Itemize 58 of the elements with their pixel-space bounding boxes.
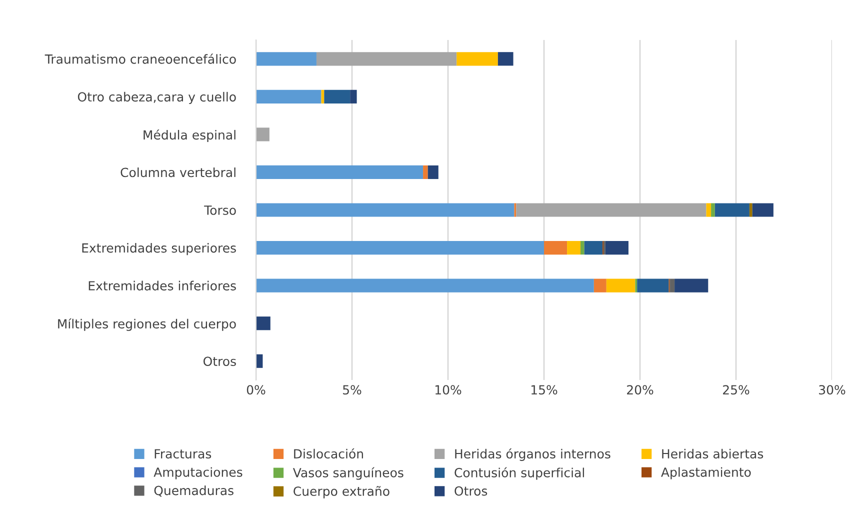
y-tick-label: Traumatismo craneoencefálico [44, 54, 236, 64]
y-tick-label: Extremidades superiores [82, 243, 236, 256]
bar [714, 203, 750, 217]
bar [498, 52, 514, 66]
x-tick-label: 25% [723, 385, 750, 395]
bar [256, 52, 316, 66]
legend-label: Heridas órganos internos [455, 448, 610, 461]
bar [594, 278, 606, 292]
bar [749, 203, 752, 217]
bar [584, 240, 603, 255]
x-tick-label: 0% [246, 385, 266, 395]
bar [706, 203, 712, 217]
bar [256, 90, 322, 104]
legend-label: Cuerpo extraño [294, 486, 390, 498]
legend-label: Aplastamiento [661, 467, 751, 480]
y-tick-label: Otro cabeza,cara y cuello [78, 92, 236, 104]
x-tick-label: 5% [343, 385, 362, 395]
x-tick-label: 15% [531, 385, 558, 395]
legend-label: Fracturas [154, 449, 212, 459]
bar [256, 316, 270, 330]
bar [316, 52, 457, 66]
legend-label: Contusión superficial [454, 467, 584, 480]
bar [256, 128, 270, 142]
bar [350, 90, 357, 104]
x-tick-label: 20% [627, 385, 654, 395]
bar [256, 165, 424, 180]
bar [605, 240, 628, 255]
legend-label: Otros [454, 486, 488, 496]
bar [456, 52, 498, 66]
bar [606, 278, 636, 292]
bar [256, 240, 544, 255]
bar [674, 278, 708, 292]
legend-label: Heridas abiertas [662, 448, 764, 459]
y-tick-label: Extremidades inferiores [88, 280, 236, 290]
bar [428, 165, 438, 180]
bar [711, 203, 715, 217]
y-tick-label: Columna vertebral [120, 167, 236, 178]
bar [324, 90, 350, 104]
legend-label: Amputaciones [154, 467, 242, 480]
x-tick-label: 30% [819, 385, 846, 395]
bar [670, 278, 675, 292]
legend-label: Quemaduras [154, 486, 234, 497]
bar [567, 240, 580, 255]
y-tick-label: Míltiples regiones del cuerpo [58, 318, 236, 331]
bar [544, 240, 568, 255]
bar [580, 240, 584, 255]
y-tick-label: Médula espinal [144, 129, 236, 142]
y-tick-label: Torso [204, 206, 236, 215]
bar [256, 278, 594, 292]
y-tick-label: Otros [204, 356, 236, 366]
legend-label: Dislocación [294, 448, 363, 459]
bar [752, 203, 774, 217]
bar [516, 203, 706, 217]
legend-label: Vasos sanguíneos [292, 467, 404, 480]
bar [423, 165, 428, 180]
x-tick-label: 10% [435, 385, 462, 395]
bar [637, 278, 669, 292]
bar [256, 203, 514, 217]
